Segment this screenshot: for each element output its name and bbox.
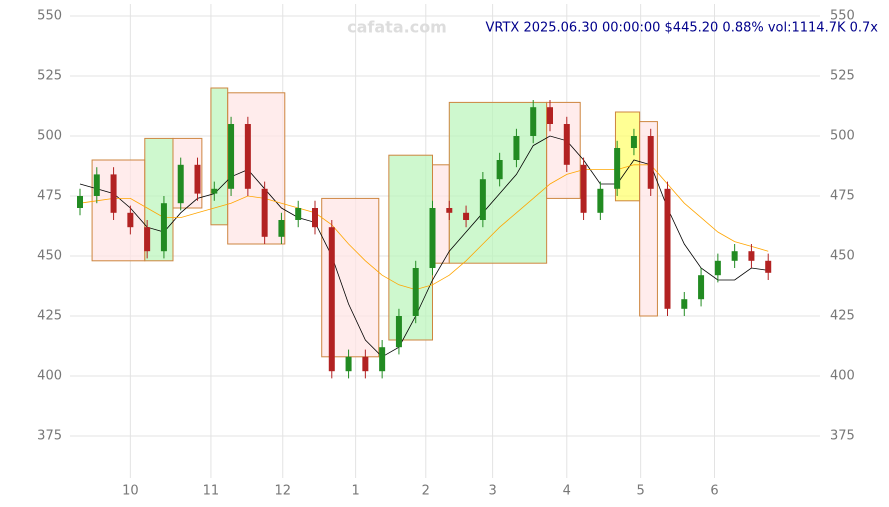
- candle-body: [681, 299, 688, 309]
- candle-body: [765, 260, 772, 273]
- candle-body: [748, 251, 755, 261]
- candle-body: [664, 188, 671, 309]
- candle-body: [479, 179, 486, 220]
- candle-body: [496, 160, 503, 180]
- candle-body: [731, 251, 738, 261]
- candle-body: [597, 188, 604, 213]
- candle-body: [244, 124, 251, 189]
- x-tick-label: 2: [422, 484, 430, 499]
- y-tick-label: 400: [37, 369, 62, 384]
- y-tick-label-right: 375: [830, 429, 855, 444]
- candle-body: [295, 208, 302, 220]
- candle-body: [630, 136, 637, 148]
- x-tick-label: 11: [203, 484, 220, 499]
- candle-body: [547, 107, 553, 124]
- candle-body: [312, 208, 318, 228]
- candle-body: [177, 164, 184, 204]
- y-tick-label: 375: [37, 429, 62, 444]
- y-tick-label-right: 450: [830, 249, 855, 264]
- x-tick-label: 3: [488, 484, 496, 499]
- candle-body: [463, 212, 470, 220]
- candle-body: [211, 188, 218, 194]
- candle-body: [127, 212, 134, 228]
- candle-body: [580, 164, 587, 213]
- zone: [227, 92, 286, 245]
- y-tick-label: 450: [37, 249, 62, 264]
- y-tick-label-right: 425: [830, 309, 855, 324]
- y-tick-label-right: 500: [830, 129, 855, 144]
- candle-body: [563, 124, 570, 165]
- candle-body: [228, 124, 235, 189]
- candle-body: [362, 356, 369, 372]
- candle-body: [530, 107, 537, 136]
- candle-body: [647, 136, 654, 189]
- candle-body: [328, 227, 335, 372]
- candle-body: [278, 220, 285, 237]
- zone: [91, 159, 146, 262]
- zone: [388, 154, 434, 341]
- x-tick-label: 12: [274, 484, 291, 499]
- y-tick-label-right: 400: [830, 369, 855, 384]
- y-tick-label: 525: [37, 69, 62, 84]
- candle-body: [345, 356, 352, 372]
- watermark: cafata.com: [347, 18, 447, 37]
- candle-body: [513, 136, 520, 160]
- candle-body: [412, 268, 419, 316]
- candle-body: [160, 203, 167, 252]
- candle-body: [614, 148, 621, 189]
- y-tick-label: 425: [37, 309, 62, 324]
- x-tick-label: 6: [710, 484, 718, 499]
- x-tick-label: 5: [637, 484, 645, 499]
- candle-body: [93, 174, 100, 196]
- candle-body: [714, 260, 721, 276]
- candle-body: [144, 227, 151, 252]
- y-tick-label-right: 550: [830, 9, 855, 24]
- candle-body: [194, 164, 201, 194]
- candle-body: [429, 208, 436, 268]
- y-tick-label: 500: [37, 129, 62, 144]
- chart-title: VRTX 2025.06.30 00:00:00 $445.20 0.88% v…: [485, 21, 878, 36]
- zone: [210, 87, 229, 226]
- candle-body: [698, 275, 705, 300]
- x-tick-label: 10: [122, 484, 139, 499]
- candle-body: [395, 316, 402, 348]
- candle-body: [446, 208, 453, 213]
- y-tick-label-right: 525: [830, 69, 855, 84]
- y-tick-label-right: 475: [830, 189, 855, 204]
- x-tick-label: 1: [351, 484, 359, 499]
- candle-body: [379, 347, 386, 372]
- y-tick-label: 550: [37, 9, 62, 24]
- x-tick-label: 4: [563, 484, 571, 499]
- candle-body: [77, 196, 83, 208]
- y-tick-label: 475: [37, 189, 62, 204]
- candle-body: [110, 174, 117, 213]
- candle-body: [261, 188, 268, 237]
